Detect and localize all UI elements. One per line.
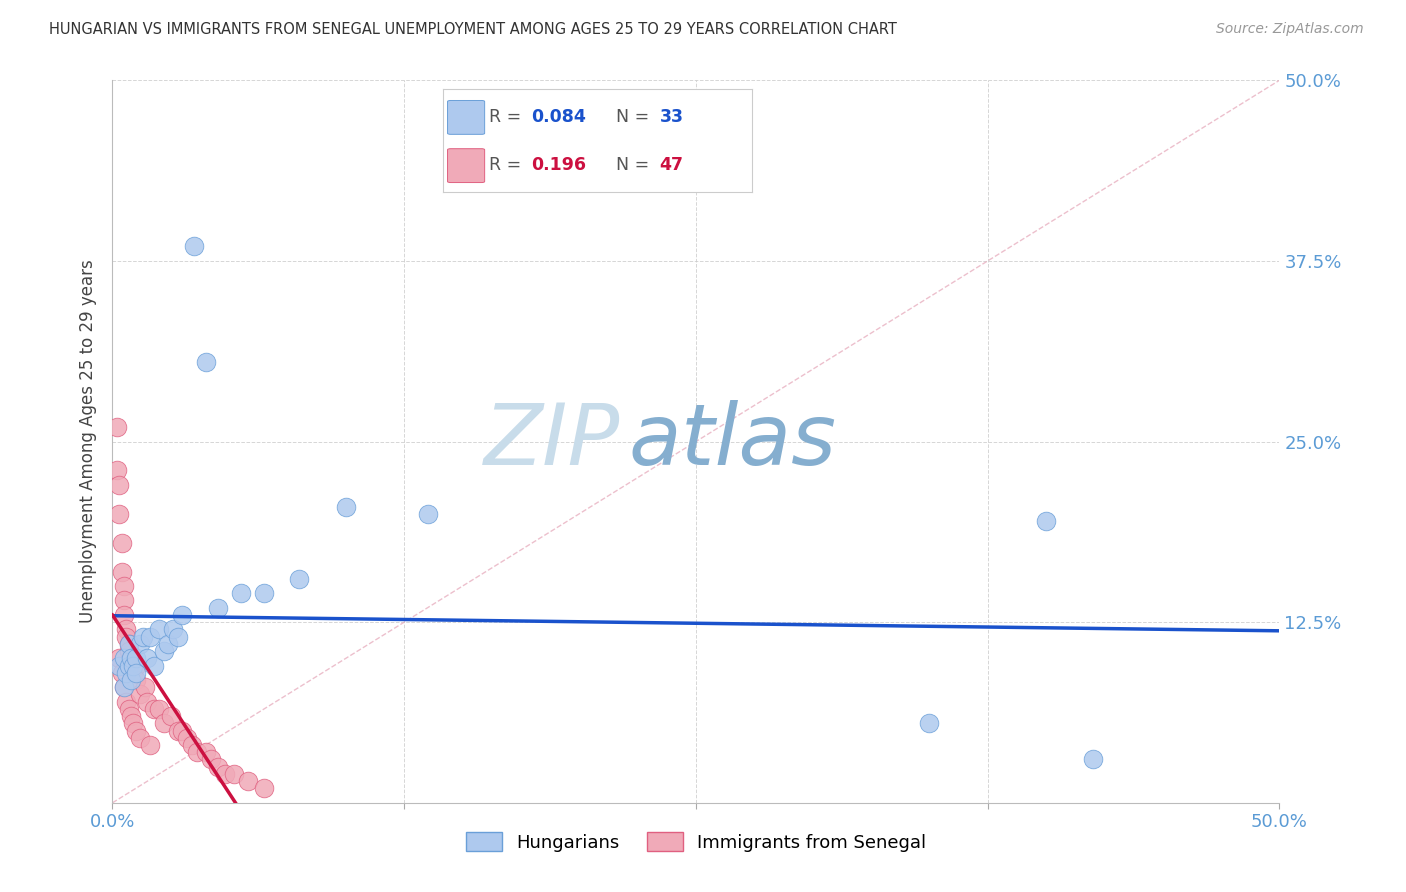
Point bbox=[125, 665, 148, 680]
Point bbox=[148, 702, 170, 716]
Point bbox=[108, 658, 131, 673]
Text: N =: N = bbox=[616, 156, 655, 174]
Point bbox=[118, 644, 141, 658]
Point bbox=[118, 637, 141, 651]
Point bbox=[253, 781, 276, 796]
Point bbox=[186, 745, 208, 759]
Point bbox=[129, 731, 152, 745]
Point bbox=[108, 651, 131, 665]
Point bbox=[136, 695, 159, 709]
Text: R =: R = bbox=[489, 109, 527, 127]
Point bbox=[139, 738, 162, 752]
Point bbox=[108, 507, 131, 521]
Point bbox=[153, 716, 176, 731]
Point bbox=[918, 716, 941, 731]
Point bbox=[120, 651, 142, 665]
Text: ZIP: ZIP bbox=[484, 400, 620, 483]
Point bbox=[172, 607, 194, 622]
Point bbox=[253, 586, 276, 600]
Point bbox=[157, 637, 180, 651]
Point bbox=[335, 500, 357, 514]
Point bbox=[115, 665, 138, 680]
Legend: Hungarians, Immigrants from Senegal: Hungarians, Immigrants from Senegal bbox=[458, 825, 934, 859]
Point bbox=[111, 665, 134, 680]
Point bbox=[112, 607, 135, 622]
Point bbox=[112, 651, 135, 665]
Point bbox=[122, 658, 145, 673]
Point bbox=[105, 463, 128, 477]
Point bbox=[236, 774, 259, 789]
FancyBboxPatch shape bbox=[447, 101, 485, 135]
Point bbox=[180, 738, 202, 752]
Point bbox=[200, 752, 222, 766]
Point bbox=[416, 507, 439, 521]
Y-axis label: Unemployment Among Ages 25 to 29 years: Unemployment Among Ages 25 to 29 years bbox=[79, 260, 97, 624]
Point bbox=[122, 716, 145, 731]
Point bbox=[118, 637, 141, 651]
Point bbox=[118, 658, 141, 673]
Point bbox=[108, 478, 131, 492]
Point bbox=[118, 702, 141, 716]
Point bbox=[125, 651, 148, 665]
Point bbox=[134, 680, 156, 694]
Point bbox=[143, 702, 166, 716]
Point bbox=[288, 572, 311, 586]
Point bbox=[112, 680, 135, 694]
Point bbox=[125, 723, 148, 738]
Point bbox=[1035, 514, 1057, 528]
Point bbox=[120, 673, 142, 687]
Point bbox=[143, 658, 166, 673]
Text: Source: ZipAtlas.com: Source: ZipAtlas.com bbox=[1216, 22, 1364, 37]
FancyBboxPatch shape bbox=[447, 149, 485, 183]
Point bbox=[120, 658, 142, 673]
Point bbox=[1081, 752, 1104, 766]
Point bbox=[207, 760, 229, 774]
Point bbox=[120, 709, 142, 723]
Point bbox=[166, 723, 188, 738]
Point bbox=[111, 535, 134, 549]
Text: HUNGARIAN VS IMMIGRANTS FROM SENEGAL UNEMPLOYMENT AMONG AGES 25 TO 29 YEARS CORR: HUNGARIAN VS IMMIGRANTS FROM SENEGAL UNE… bbox=[49, 22, 897, 37]
Text: 0.084: 0.084 bbox=[531, 109, 586, 127]
Text: 47: 47 bbox=[659, 156, 683, 174]
Point bbox=[139, 630, 162, 644]
Point bbox=[115, 630, 138, 644]
Point bbox=[194, 745, 217, 759]
Point bbox=[153, 644, 176, 658]
Point bbox=[194, 355, 217, 369]
Point bbox=[112, 579, 135, 593]
Text: N =: N = bbox=[616, 109, 655, 127]
Point bbox=[115, 695, 138, 709]
Point bbox=[148, 623, 170, 637]
Point bbox=[160, 709, 183, 723]
Point bbox=[129, 637, 152, 651]
Point bbox=[112, 680, 135, 694]
Point bbox=[129, 687, 152, 701]
Point bbox=[111, 565, 134, 579]
Text: 0.196: 0.196 bbox=[531, 156, 586, 174]
Point bbox=[183, 239, 205, 253]
Point bbox=[222, 767, 245, 781]
Point bbox=[115, 623, 138, 637]
Point bbox=[162, 623, 184, 637]
Text: R =: R = bbox=[489, 156, 527, 174]
Point bbox=[166, 630, 188, 644]
Point bbox=[176, 731, 198, 745]
Point bbox=[172, 723, 194, 738]
Point bbox=[120, 651, 142, 665]
Point bbox=[125, 658, 148, 673]
Point bbox=[132, 630, 155, 644]
Text: atlas: atlas bbox=[628, 400, 837, 483]
Point bbox=[105, 420, 128, 434]
Point bbox=[214, 767, 236, 781]
Point bbox=[112, 593, 135, 607]
Text: 33: 33 bbox=[659, 109, 683, 127]
Point bbox=[229, 586, 252, 600]
Point bbox=[136, 651, 159, 665]
Point bbox=[125, 673, 148, 687]
Point bbox=[122, 665, 145, 680]
Point bbox=[207, 600, 229, 615]
